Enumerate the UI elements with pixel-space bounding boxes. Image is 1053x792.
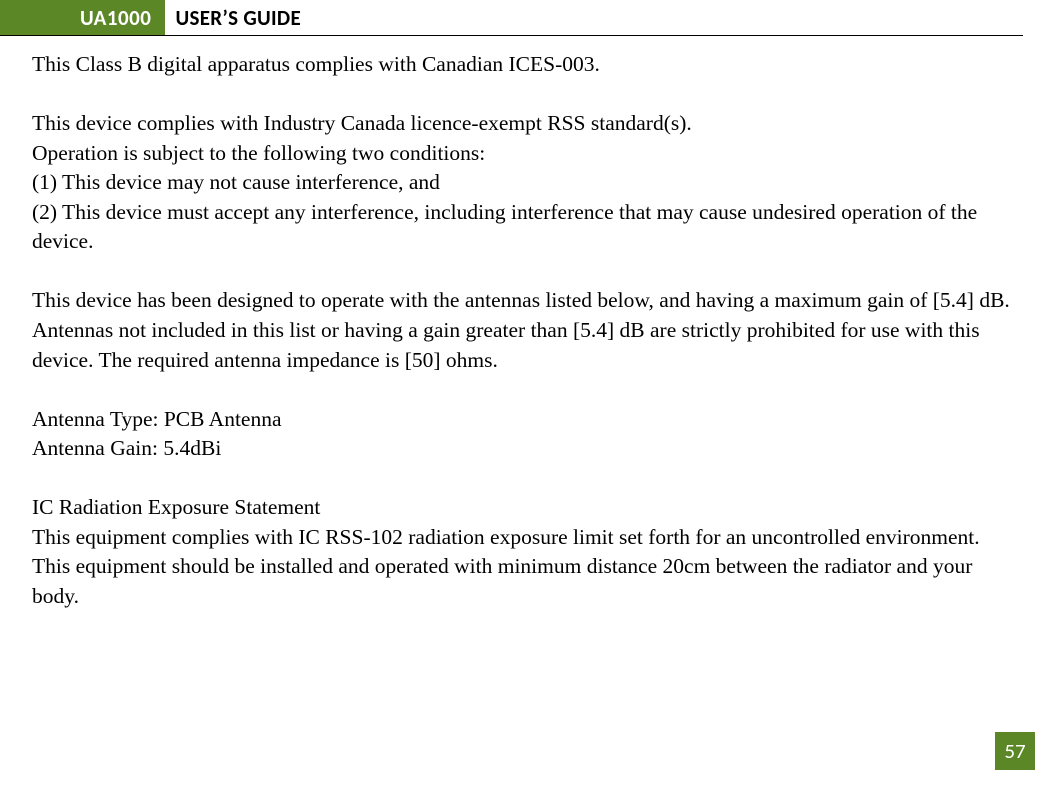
paragraph-conditions-intro: Operation is subject to the following tw…	[32, 139, 1013, 169]
paragraph-condition-2: (2) This device must accept any interfer…	[32, 198, 1013, 257]
page-number: 57	[995, 732, 1035, 770]
paragraph-antenna-design: This device has been designed to operate…	[32, 286, 1013, 375]
paragraph-ic-heading: IC Radiation Exposure Statement	[32, 493, 1013, 523]
document-title: USER’S GUIDE	[165, 0, 301, 35]
spacer	[32, 80, 1013, 110]
spacer	[32, 257, 1013, 287]
product-badge: UA1000	[0, 0, 165, 35]
paragraph-antenna-type: Antenna Type: PCB Antenna	[32, 405, 1013, 435]
document-header: UA1000 USER’S GUIDE	[0, 0, 1023, 36]
paragraph-ic-body: This equipment complies with IC RSS-102 …	[32, 523, 1013, 612]
spacer	[32, 464, 1013, 494]
paragraph-antenna-gain: Antenna Gain: 5.4dBi	[32, 434, 1013, 464]
paragraph-rss-intro: This device complies with Industry Canad…	[32, 109, 1013, 139]
spacer	[32, 375, 1013, 405]
paragraph-condition-1: (1) This device may not cause interferen…	[32, 168, 1013, 198]
document-body: This Class B digital apparatus complies …	[0, 36, 1053, 611]
paragraph-ices: This Class B digital apparatus complies …	[32, 50, 1013, 80]
